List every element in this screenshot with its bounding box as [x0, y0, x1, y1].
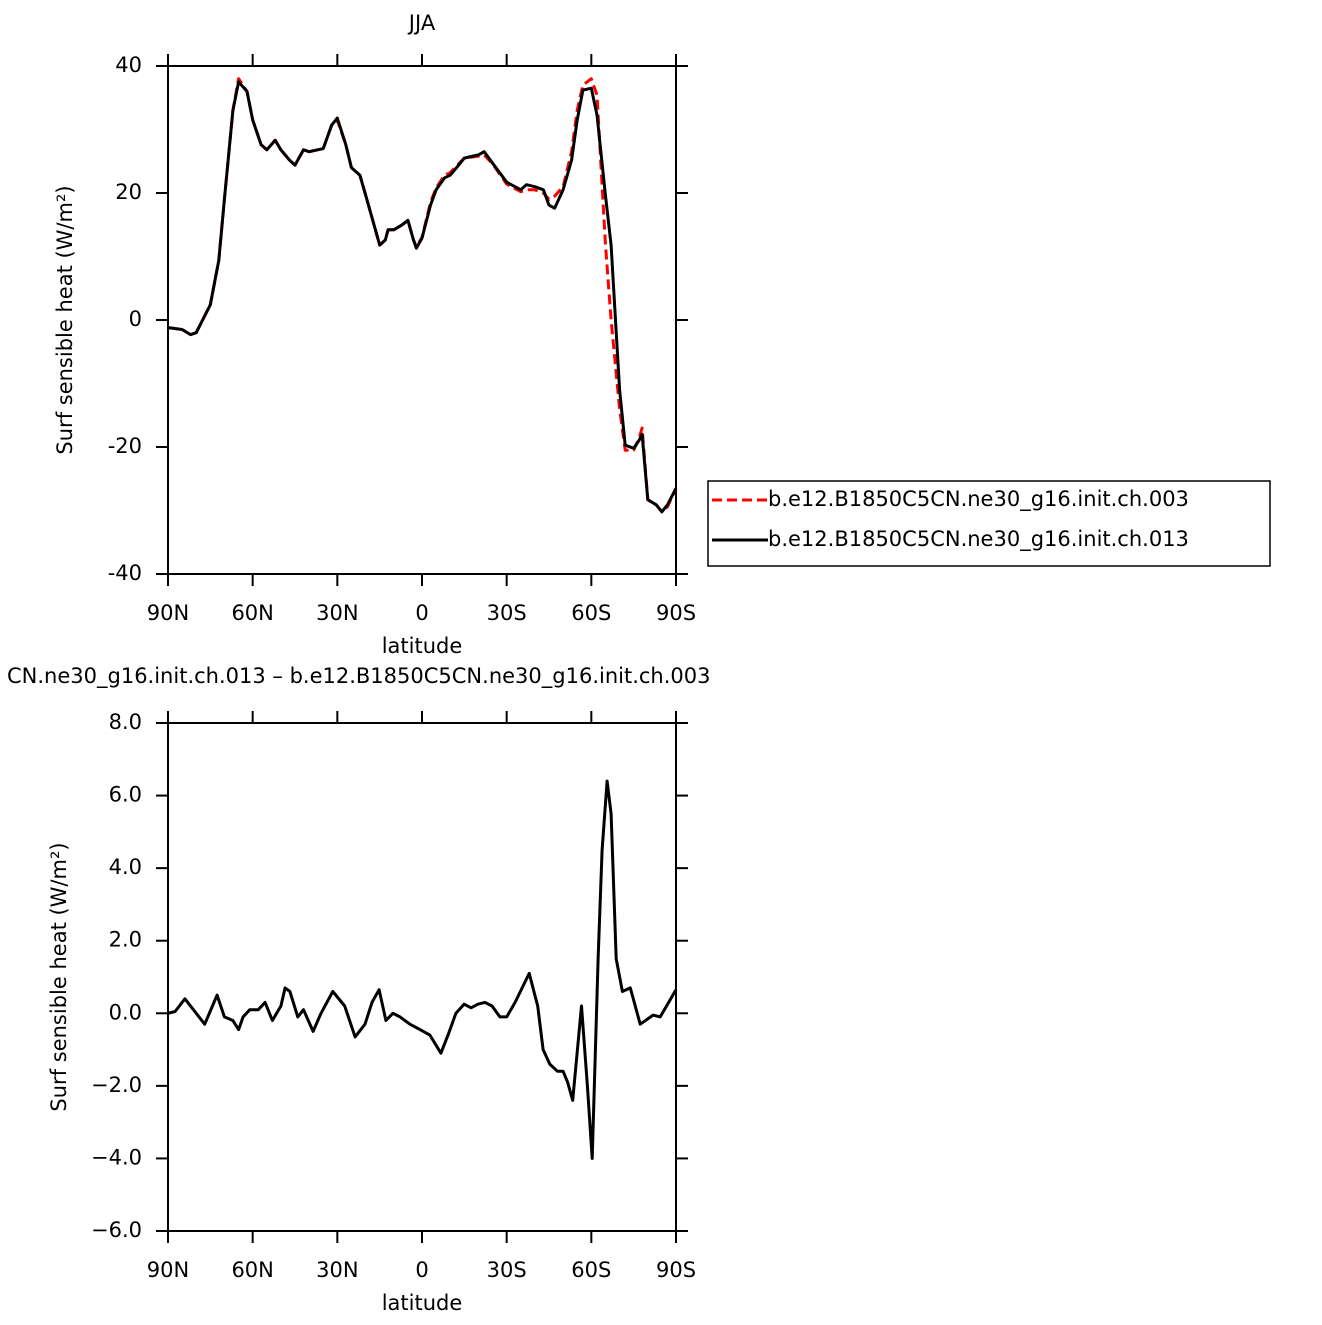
x-tick-label: 30N: [316, 1258, 358, 1282]
x-tick-label: 60N: [231, 1258, 273, 1282]
y-tick-label: 0: [129, 307, 142, 331]
x-tick-label: 30N: [316, 601, 358, 625]
x-tick-label: 60N: [231, 601, 273, 625]
data-line: [167, 80, 678, 514]
y-tick-label: 8.0: [109, 710, 142, 734]
x-axis-label: latitude: [382, 634, 463, 658]
y-axis-label: Surf sensible heat (W/m²): [47, 842, 71, 1111]
legend-label: b.e12.B1850C5CN.ne30_g16.init.ch.003: [768, 487, 1189, 512]
y-axis-label: Surf sensible heat (W/m²): [53, 185, 77, 454]
x-axis-label: latitude: [382, 1291, 463, 1315]
x-tick-label: 90S: [656, 601, 696, 625]
chart-title: JJA: [407, 11, 436, 35]
x-tick-label: 90N: [147, 601, 189, 625]
x-tick-label: 0: [415, 601, 428, 625]
y-tick-label: 0.0: [109, 1000, 142, 1024]
y-tick-label: 40: [115, 53, 142, 77]
chart-title: CN.ne30_g16.init.ch.013 – b.e12.B1850C5C…: [7, 664, 711, 689]
x-tick-label: 90N: [147, 1258, 189, 1282]
y-tick-label: 2.0: [109, 928, 142, 952]
x-tick-label: 30S: [487, 601, 527, 625]
y-tick-label: −4.0: [91, 1145, 142, 1169]
legend-label: b.e12.B1850C5CN.ne30_g16.init.ch.013: [768, 527, 1189, 552]
x-tick-label: 60S: [571, 601, 611, 625]
legend-box: [707, 480, 1271, 567]
x-tick-label: 90S: [656, 1258, 696, 1282]
x-tick-label: 0: [415, 1258, 428, 1282]
y-tick-label: -20: [108, 434, 142, 458]
y-tick-label: −6.0: [91, 1218, 142, 1242]
x-tick-label: 30S: [487, 1258, 527, 1282]
data-line: [167, 779, 678, 1160]
plot-frame: [167, 65, 677, 575]
x-tick-label: 60S: [571, 1258, 611, 1282]
y-tick-label: 4.0: [109, 855, 142, 879]
plot-frame: [167, 722, 677, 1232]
y-tick-label: 6.0: [109, 783, 142, 807]
y-tick-label: −2.0: [91, 1073, 142, 1097]
y-tick-label: -40: [108, 561, 142, 585]
y-tick-label: 20: [115, 180, 142, 204]
